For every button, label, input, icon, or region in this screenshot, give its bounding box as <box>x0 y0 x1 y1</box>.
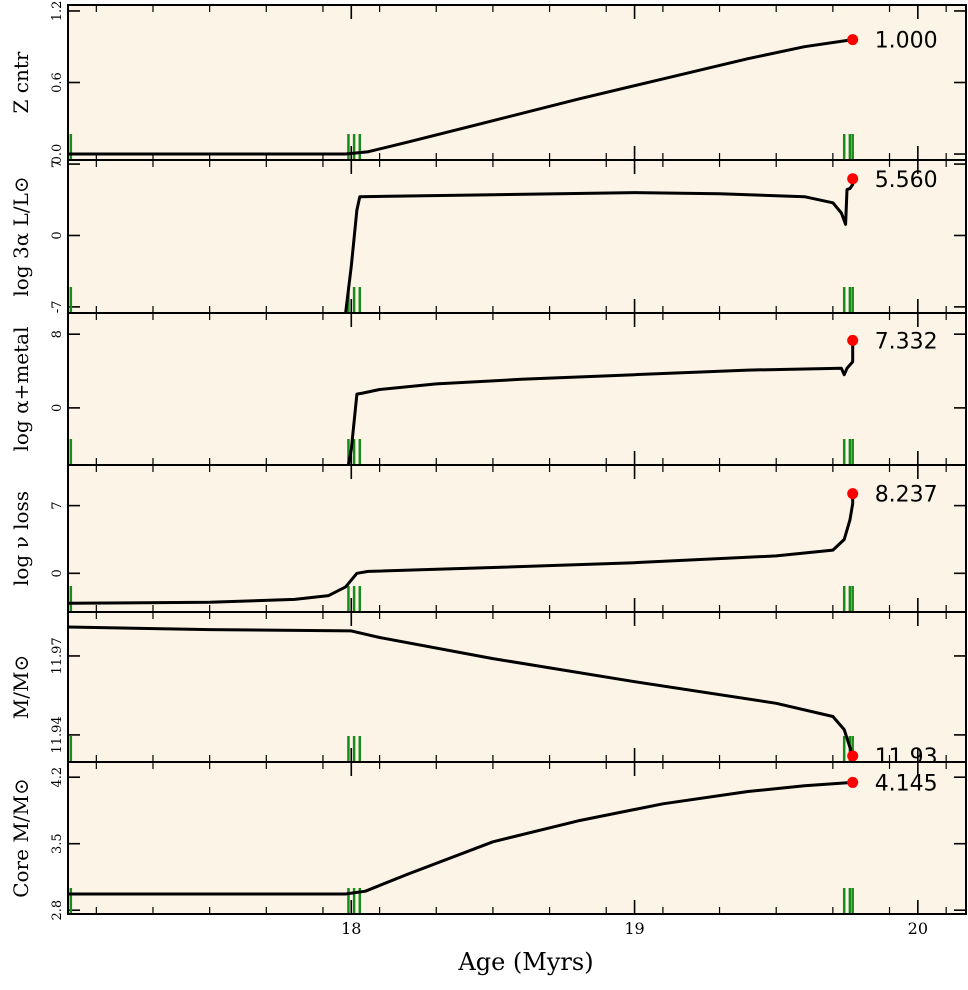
series-line <box>68 38 855 156</box>
y-axis-label: log ν loss <box>9 491 33 586</box>
panel-2: -7 0 7 log 3α L/L⊙ 5.560 <box>9 159 967 314</box>
panel-4: 0 7 log ν loss 8.237 <box>9 464 967 613</box>
y-tick-label: -7 <box>50 301 65 314</box>
panel-background <box>68 5 966 160</box>
series-line <box>344 177 855 313</box>
x-axis: 18 19 20 <box>341 919 928 938</box>
series-line <box>68 492 855 605</box>
y-tick-label: 7 <box>50 501 65 509</box>
y-tick-label: 11.97 <box>50 637 65 674</box>
y-tick-label: 7 <box>50 160 65 168</box>
endpoint-value-label: 8.237 <box>875 483 938 508</box>
endpoint-dot <box>847 776 859 788</box>
panel-3: 0 8 log α+metal 7.332 <box>9 312 967 466</box>
y-axis-label: M/M⊙ <box>9 655 33 719</box>
y-tick-label: 11.94 <box>50 716 65 753</box>
y-tick-label: 2.8 <box>50 900 65 921</box>
y-tick-label: 4.2 <box>50 767 65 788</box>
chart-panels: 0.0 0.6 1.2 Z cntr 1.000 -7 0 7 log 3α L/L⊙ 5.560… <box>9 1 967 921</box>
panel-background <box>68 465 966 612</box>
panel-1: 0.0 0.6 1.2 Z cntr 1.000 <box>9 1 967 165</box>
endpoint-value-label: 1.000 <box>875 29 938 54</box>
endpoint-dot <box>847 34 859 46</box>
panel-frame <box>67 761 967 915</box>
y-tick-label: 0 <box>50 404 65 412</box>
x-tick-label: 18 <box>341 919 361 938</box>
y-tick-label: 0 <box>50 569 65 577</box>
endpoint-dot <box>847 750 859 762</box>
endpoint-dot <box>847 488 859 500</box>
endpoint-value-label: 7.332 <box>875 329 938 354</box>
endpoint-dot <box>847 334 859 346</box>
y-tick-label: 0.0 <box>50 144 65 165</box>
panel-6: 2.8 3.5 4.2 Core M/M⊙ 4.145 <box>9 761 967 921</box>
y-axis-label: Z cntr <box>9 51 33 113</box>
panel-background <box>68 612 966 762</box>
y-tick-label: 0 <box>50 231 65 239</box>
x-axis-label: Age (Myrs) <box>457 948 593 976</box>
series-line <box>68 625 855 758</box>
y-axis-label: log α+metal <box>9 326 33 451</box>
endpoint-dot <box>847 173 859 185</box>
y-tick-label: 0.6 <box>50 72 65 93</box>
y-tick-label: 8 <box>50 330 65 338</box>
panel-background <box>68 160 966 313</box>
panel-background <box>68 762 966 914</box>
y-tick-label: 1.2 <box>50 1 65 22</box>
y-axis-label: Core M/M⊙ <box>9 778 33 898</box>
y-tick-label: 3.5 <box>50 833 65 854</box>
endpoint-value-label: 5.560 <box>875 168 938 193</box>
x-tick-label: 20 <box>908 919 928 938</box>
series-line <box>68 780 855 896</box>
panel-background <box>68 313 966 465</box>
x-tick-label: 19 <box>624 919 644 938</box>
y-axis-label: log 3α L/L⊙ <box>9 176 33 296</box>
endpoint-value-label: 4.145 <box>875 771 938 796</box>
series-line <box>346 338 855 465</box>
